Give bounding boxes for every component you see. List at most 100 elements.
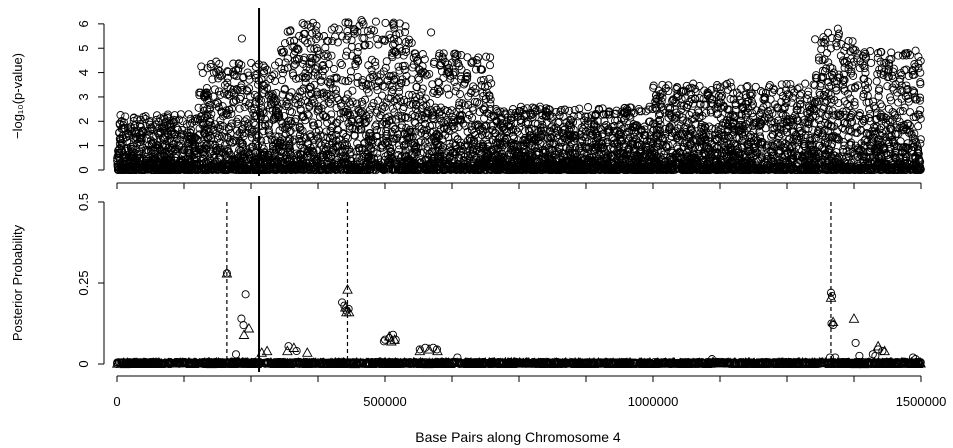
data-point xyxy=(220,89,229,98)
data-point xyxy=(114,148,123,157)
data-point xyxy=(381,18,390,27)
data-point xyxy=(232,117,241,126)
data-point xyxy=(584,103,593,112)
data-point xyxy=(154,141,163,150)
data-point xyxy=(213,134,222,143)
data-point xyxy=(241,128,250,137)
data-point xyxy=(117,117,126,126)
data-point xyxy=(158,122,167,131)
data-point xyxy=(185,150,194,159)
data-point xyxy=(178,126,187,135)
data-point xyxy=(145,158,154,167)
data-point xyxy=(242,86,251,95)
data-point xyxy=(125,126,135,135)
y-tick-label: 4 xyxy=(76,69,91,76)
data-point xyxy=(801,79,810,88)
data-point xyxy=(348,86,357,95)
data-point xyxy=(220,133,229,142)
data-point xyxy=(360,34,369,43)
data-point xyxy=(170,117,179,127)
data-point xyxy=(200,129,209,138)
data-point xyxy=(206,104,215,113)
data-point xyxy=(184,148,193,157)
data-point xyxy=(125,152,134,161)
y-tick-label: 5 xyxy=(76,45,91,52)
data-point xyxy=(175,164,184,174)
data-point xyxy=(152,115,161,124)
data-point xyxy=(156,149,165,158)
data-point xyxy=(175,115,184,124)
data-point xyxy=(199,148,208,157)
data-point xyxy=(332,103,341,112)
data-point xyxy=(334,25,343,34)
data-point xyxy=(268,89,277,98)
data-point xyxy=(119,151,128,160)
data-point xyxy=(373,96,383,105)
data-point xyxy=(157,151,166,160)
data-point xyxy=(322,49,331,59)
y-tick-label: 2 xyxy=(76,118,91,125)
data-point xyxy=(166,145,176,154)
data-point xyxy=(206,156,215,165)
data-point xyxy=(358,34,367,43)
data-point xyxy=(220,81,230,90)
data-point xyxy=(163,113,172,123)
data-point xyxy=(138,165,148,175)
data-point xyxy=(185,154,194,163)
data-point xyxy=(223,110,232,120)
data-point xyxy=(143,145,152,154)
data-point xyxy=(235,128,244,137)
data-point xyxy=(115,139,124,148)
data-point xyxy=(162,156,171,165)
data-point xyxy=(207,109,216,119)
data-point xyxy=(155,145,164,154)
data-point xyxy=(233,131,242,140)
data-point xyxy=(215,124,225,133)
data-point xyxy=(126,165,136,175)
data-point xyxy=(177,129,186,138)
data-point xyxy=(321,43,330,52)
data-point xyxy=(186,132,195,141)
data-point xyxy=(224,123,233,132)
data-point xyxy=(127,127,136,136)
data-point xyxy=(220,141,229,150)
data-point xyxy=(189,147,198,156)
data-point xyxy=(184,110,193,119)
data-point xyxy=(119,121,128,130)
data-point xyxy=(195,130,204,139)
data-point xyxy=(336,59,345,68)
data-point xyxy=(787,98,796,107)
data-point xyxy=(143,126,152,135)
data-point xyxy=(256,111,265,120)
data-point xyxy=(124,151,133,160)
data-point xyxy=(166,163,176,173)
data-point xyxy=(234,114,243,124)
data-point xyxy=(202,120,211,129)
data-point xyxy=(170,145,180,154)
data-point xyxy=(229,98,238,107)
data-point xyxy=(211,147,220,156)
top-points xyxy=(113,16,925,175)
data-point xyxy=(115,156,124,165)
data-point xyxy=(149,165,158,175)
data-point xyxy=(249,109,258,118)
data-point xyxy=(198,68,207,77)
data-point xyxy=(428,80,437,89)
data-point xyxy=(240,103,249,112)
data-point xyxy=(136,120,145,129)
data-point xyxy=(329,64,339,74)
data-point xyxy=(337,60,347,69)
data-point xyxy=(164,165,173,175)
y-axis-label: −log₁₀(p-value) xyxy=(10,53,25,139)
data-point xyxy=(136,140,145,149)
data-point xyxy=(480,114,489,123)
data-point xyxy=(179,164,188,173)
data-point xyxy=(371,17,380,26)
data-point xyxy=(203,105,212,114)
data-point xyxy=(485,61,495,70)
data-point xyxy=(128,152,137,161)
data-point xyxy=(145,120,154,129)
data-point xyxy=(182,120,191,129)
data-point xyxy=(223,78,232,87)
